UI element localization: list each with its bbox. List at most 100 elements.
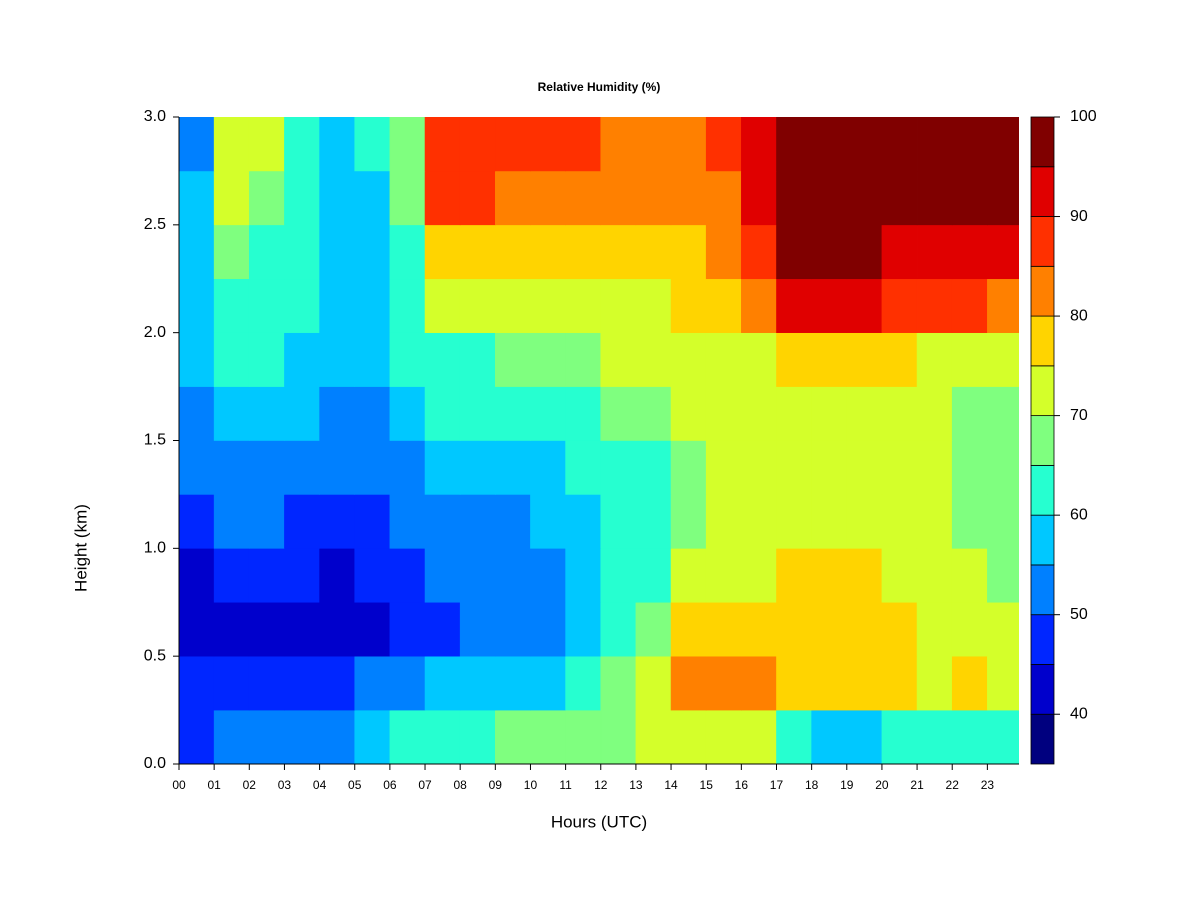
- cell: [530, 224, 566, 280]
- cell: [705, 655, 742, 711]
- cell: [248, 440, 285, 495]
- cell: [424, 440, 461, 495]
- cell: [670, 709, 707, 764]
- cell: [916, 117, 953, 172]
- cell: [179, 386, 215, 441]
- cell: [530, 709, 566, 764]
- cell: [846, 655, 883, 711]
- cell: [635, 655, 672, 711]
- cell: [776, 440, 812, 495]
- cell: [635, 709, 672, 764]
- cell: [459, 332, 496, 387]
- cell: [951, 117, 988, 172]
- cell: [670, 117, 707, 172]
- cell: [179, 170, 215, 226]
- cell: [635, 170, 672, 226]
- colorbar-segment: [1030, 514, 1055, 566]
- cell: [881, 494, 918, 549]
- cell: [741, 655, 777, 711]
- cell: [424, 224, 461, 280]
- cell: [284, 224, 320, 280]
- cell: [741, 224, 777, 280]
- cell: [881, 117, 918, 172]
- cell: [459, 601, 496, 657]
- cell: [705, 709, 742, 764]
- cell: [600, 601, 637, 657]
- cell: [987, 655, 1019, 711]
- cell: [389, 709, 426, 764]
- cell: [389, 224, 426, 280]
- cell: [319, 170, 356, 226]
- cell: [459, 278, 496, 333]
- cell: [530, 548, 566, 603]
- cell: [319, 332, 356, 387]
- y-axis-label: Height (km): [71, 504, 90, 592]
- cell: [179, 278, 215, 333]
- cell: [600, 224, 637, 280]
- cell: [776, 117, 812, 172]
- cell: [811, 170, 848, 226]
- x-tick-label: 00: [172, 778, 186, 792]
- cell: [459, 494, 496, 549]
- cell: [987, 548, 1019, 603]
- heatmap: [179, 117, 1019, 764]
- cell: [354, 332, 391, 387]
- cell: [495, 548, 531, 603]
- colorbar-tick-label: 40: [1070, 705, 1088, 722]
- cell: [635, 332, 672, 387]
- cell: [916, 601, 953, 657]
- cell: [705, 494, 742, 549]
- cell: [248, 224, 285, 280]
- cell: [635, 117, 672, 172]
- cell: [495, 386, 531, 441]
- cell: [811, 224, 848, 280]
- y-tick-label: 2.5: [144, 216, 166, 233]
- cell: [459, 709, 496, 764]
- x-tick-label: 03: [278, 778, 292, 792]
- cell: [354, 278, 391, 333]
- cell: [565, 440, 602, 495]
- x-tick-label: 12: [594, 778, 608, 792]
- cell: [811, 601, 848, 657]
- x-tick-label: 18: [805, 778, 819, 792]
- cell: [881, 548, 918, 603]
- cell: [600, 655, 637, 711]
- cell: [248, 386, 285, 441]
- cell: [741, 494, 777, 549]
- cell: [284, 278, 320, 333]
- cell: [916, 655, 953, 711]
- colorbar-tick-label: 70: [1070, 407, 1088, 424]
- cell: [741, 278, 777, 333]
- x-tick-label: 17: [770, 778, 784, 792]
- cell: [670, 386, 707, 441]
- cell: [811, 332, 848, 387]
- cell: [776, 332, 812, 387]
- cell: [951, 386, 988, 441]
- cell: [741, 440, 777, 495]
- cell: [741, 117, 777, 172]
- x-tick-label: 15: [700, 778, 714, 792]
- cell: [284, 170, 320, 226]
- cell: [741, 548, 777, 603]
- colorbar-segment: [1030, 464, 1055, 516]
- cell: [670, 332, 707, 387]
- cell: [846, 494, 883, 549]
- cell: [530, 601, 566, 657]
- cell: [776, 494, 812, 549]
- colorbar-tick-label: 60: [1070, 506, 1088, 523]
- cell: [600, 709, 637, 764]
- cell: [951, 494, 988, 549]
- cell: [179, 332, 215, 387]
- cell: [495, 224, 531, 280]
- cell: [319, 224, 356, 280]
- cell: [530, 170, 566, 226]
- cell: [248, 278, 285, 333]
- cell: [776, 386, 812, 441]
- cell: [951, 170, 988, 226]
- cell: [635, 278, 672, 333]
- x-tick-label: 05: [348, 778, 362, 792]
- cell: [213, 601, 250, 657]
- cell: [424, 117, 461, 172]
- cell: [951, 278, 988, 333]
- cell: [776, 709, 812, 764]
